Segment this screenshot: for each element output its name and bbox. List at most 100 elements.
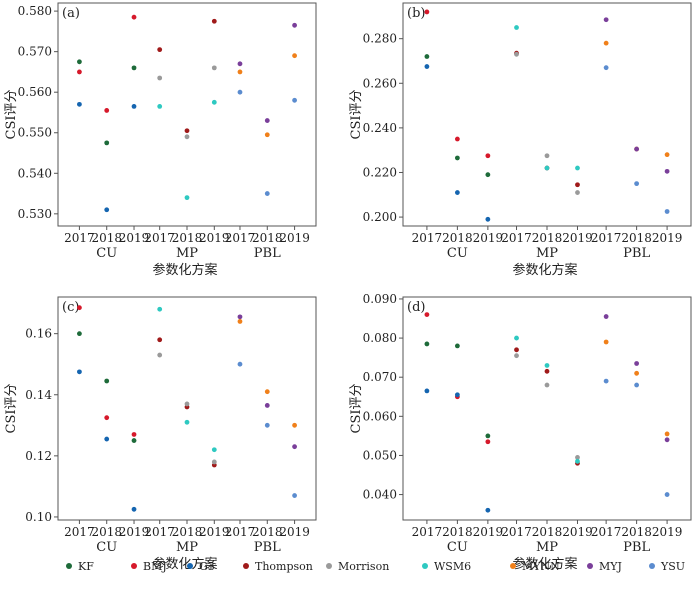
- legend-label: BMJ: [143, 560, 167, 573]
- y-tick-label: 0.080: [363, 331, 397, 345]
- data-point-thompson-2018: [544, 368, 550, 374]
- data-point-myj-2017: [603, 314, 609, 319]
- legend-item-ysu: YSU: [649, 560, 685, 573]
- data-point-wsm6-2018: [544, 363, 550, 368]
- y-axis-title: CSI评分: [349, 384, 364, 434]
- data-point-kf-2018: [104, 378, 110, 384]
- chart-panel-1: (a) 0.530 0.540 0.550 0.560 0.570 0.580 CSI评分 20…: [4, 2, 317, 278]
- data-point-thompson-2019: [575, 182, 580, 188]
- data-point-thompson-2019: [211, 18, 217, 24]
- data-point-myj-2018: [634, 361, 640, 366]
- x-tick-label: 2019: [562, 525, 593, 539]
- data-point-ysu-2017: [237, 361, 243, 367]
- x-tick-label: 2017: [501, 525, 532, 539]
- x-tick-label: 2018: [621, 231, 652, 245]
- data-point-myj-2018: [634, 146, 640, 152]
- x-tick-label: 2017: [412, 231, 443, 245]
- group-label: CU: [447, 540, 468, 555]
- data-point-myj-2017: [603, 17, 609, 23]
- data-point-myj-2019: [292, 444, 297, 450]
- data-point-g3-2019: [485, 216, 491, 222]
- data-point-morrison-2019: [575, 190, 580, 195]
- legend-marker: [510, 563, 516, 569]
- legend-marker: [243, 563, 249, 569]
- data-point-thompson-2018: [184, 128, 190, 134]
- y-tick-label: 0.090: [363, 292, 397, 306]
- legend-label: YSU: [660, 560, 685, 573]
- legend-label: Thompson: [255, 560, 313, 573]
- x-tick-label: 2017: [501, 231, 532, 245]
- x-axis-title: 参数化方案: [152, 262, 217, 278]
- data-point-g3-2018: [454, 392, 460, 398]
- x-tick-label: 2017: [225, 525, 256, 539]
- y-tick-label: 0.540: [18, 166, 52, 180]
- y-tick-label: 0.14: [25, 388, 52, 402]
- data-point-ysu-2018: [264, 191, 270, 196]
- data-point-kf-2018: [454, 343, 460, 349]
- chart-panel-3: (c)0.100.120.140.16CSI评分201720182019CU20…: [4, 296, 317, 572]
- data-point-myj-2018: [264, 403, 270, 408]
- x-tick-label: 2019: [562, 231, 593, 245]
- data-point-morrison-2018: [184, 401, 190, 407]
- legend-marker: [326, 563, 332, 569]
- x-tick-label: 2018: [91, 525, 122, 539]
- data-point-kf-2017: [424, 341, 430, 347]
- group-label: PBL: [623, 246, 650, 261]
- data-point-mynn-2017: [603, 339, 609, 345]
- data-point-mynn-2017: [603, 40, 609, 46]
- legend-label: KF: [78, 560, 94, 573]
- data-point-mynn-2018: [634, 370, 640, 376]
- x-tick-label: 2019: [199, 525, 230, 539]
- data-point-morrison-2018: [184, 134, 190, 140]
- x-tick-label: 2018: [172, 231, 203, 245]
- data-point-morrison-2019: [575, 455, 580, 460]
- data-point-g3-2018: [454, 190, 460, 195]
- data-point-kf-2017: [77, 59, 82, 65]
- y-tick-label: 0.050: [363, 448, 397, 462]
- data-point-wsm6-2019: [211, 99, 217, 105]
- y-tick-label: 0.280: [363, 32, 397, 46]
- x-tick-label: 2017: [144, 231, 175, 245]
- x-tick-label: 2017: [591, 231, 622, 245]
- data-point-g3-2017: [77, 101, 82, 107]
- data-point-g3-2017: [424, 64, 430, 69]
- x-tick-label: 2019: [652, 231, 683, 245]
- plot-frame: [402, 296, 692, 521]
- data-point-ysu-2017: [603, 65, 609, 71]
- data-point-ysu-2019: [292, 493, 297, 498]
- legend-item-g3: G3: [187, 560, 215, 573]
- panel-label: (c): [62, 300, 79, 315]
- x-tick-label: 2019: [119, 231, 150, 245]
- data-point-myj-2019: [664, 437, 670, 443]
- data-point-bmj-2019: [485, 439, 491, 445]
- data-point-wsm6-2018: [184, 195, 190, 201]
- group-label: MP: [536, 540, 558, 555]
- legend-marker: [649, 563, 655, 569]
- data-point-mynn-2017: [237, 69, 243, 75]
- data-point-ysu-2018: [634, 382, 640, 388]
- group-label: PBL: [254, 246, 281, 261]
- x-tick-label: 2017: [591, 525, 622, 539]
- x-tick-label: 2017: [225, 231, 256, 245]
- legend: KF BMJ G3 Thompson Morrison WSM6 MYNN MYJ YSU: [66, 560, 685, 573]
- y-tick-label: 0.570: [18, 45, 52, 59]
- data-point-wsm6-2018: [544, 165, 550, 171]
- x-tick-label: 2018: [621, 525, 652, 539]
- data-point-thompson-2017: [514, 347, 519, 353]
- data-point-kf-2019: [485, 172, 491, 178]
- data-point-g3-2018: [104, 436, 110, 442]
- legend-item-kf: KF: [66, 560, 94, 573]
- group-label: CU: [447, 246, 468, 261]
- y-tick-label: 0.580: [18, 4, 52, 18]
- legend-item-mynn: MYNN: [510, 560, 560, 573]
- data-point-ysu-2019: [664, 209, 670, 214]
- x-tick-label: 2018: [532, 231, 563, 245]
- x-tick-label: 2019: [119, 525, 150, 539]
- x-tick-label: 2017: [144, 525, 175, 539]
- group-label: CU: [96, 540, 117, 555]
- y-axis-title: CSI评分: [4, 384, 19, 434]
- data-point-thompson-2017: [157, 337, 163, 343]
- data-point-wsm6-2019: [575, 458, 580, 464]
- data-point-mynn-2019: [664, 431, 670, 437]
- data-point-morrison-2017: [157, 75, 163, 81]
